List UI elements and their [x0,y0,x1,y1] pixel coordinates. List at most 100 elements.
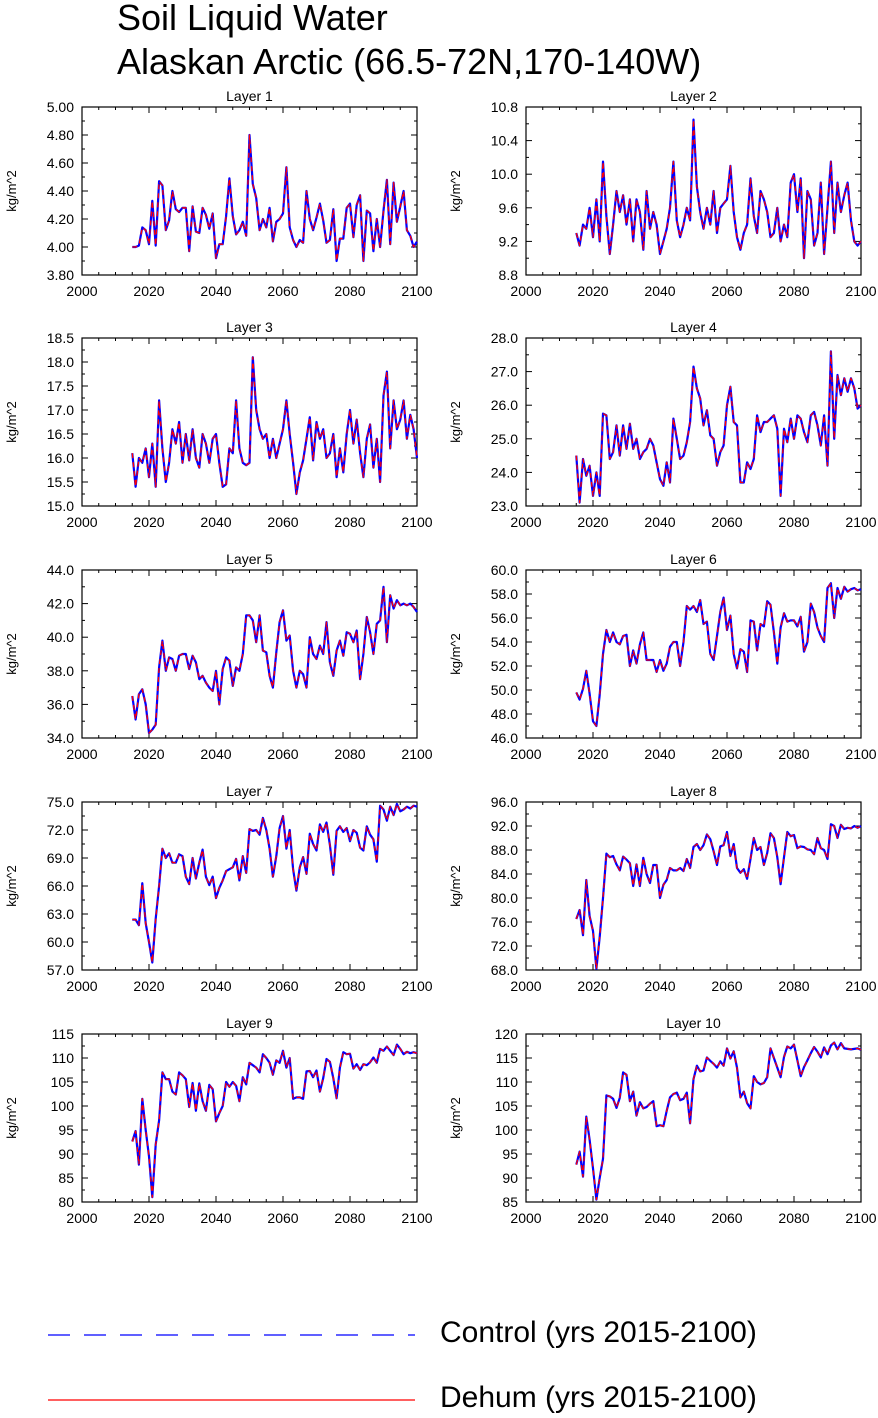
y-tick-label: 58.0 [491,586,518,602]
x-tick-label: 2040 [200,1210,231,1226]
x-tick-label: 2000 [510,514,541,530]
y-tick-label: 90 [58,1146,74,1162]
x-tick-label: 2060 [267,978,298,994]
x-tick-label: 2020 [577,283,608,299]
x-tick-label: 2060 [711,746,742,762]
y-tick-label: 54.0 [491,634,518,650]
y-tick-label: 40.0 [47,629,74,645]
y-tick-label: 16.0 [47,450,74,466]
x-tick-label: 2100 [845,283,876,299]
chart-title: Layer 6 [670,551,717,567]
series-control-line [132,133,418,263]
plot-frame [525,569,862,739]
y-tick-label: 95 [502,1146,518,1162]
x-tick-label: 2040 [200,514,231,530]
x-tick-label: 2040 [644,746,675,762]
plot-frame [81,1033,418,1203]
chart-title-line-1: Soil Liquid Water [117,0,388,38]
x-tick-label: 2060 [267,514,298,530]
x-tick-label: 2080 [778,514,809,530]
y-axis-label: kg/m^2 [448,170,463,212]
series-dehum-line [575,118,862,259]
y-axis-label: kg/m^2 [448,1097,463,1139]
x-tick-label: 2060 [711,978,742,994]
series-dehum-line [575,350,862,504]
y-tick-label: 50.0 [491,682,518,698]
y-axis-label: kg/m^2 [448,633,463,675]
series-control-line [575,823,862,970]
y-tick-label: 18.5 [47,330,74,346]
y-axis-label: kg/m^2 [448,401,463,443]
y-tick-label: 57.0 [47,962,74,978]
x-tick-label: 2020 [133,514,164,530]
chart-layer-7: Layer 7 kg/m^2 57.0 60.0 63.0 66.0 69.0 72.0 75.… [4,783,433,994]
x-tick-label: 2000 [66,1210,97,1226]
y-axis-label: kg/m^2 [4,401,19,443]
chart-title: Layer 7 [226,783,273,799]
y-tick-label: 52.0 [491,658,518,674]
chart-title: Layer 9 [226,1015,273,1031]
chart-layer-4: Layer 4 kg/m^2 23.0 24.0 25.0 26.0 27.0 28.0 200… [448,319,877,530]
x-tick-label: 2080 [778,1210,809,1226]
x-tick-label: 2060 [267,283,298,299]
x-tick-label: 2080 [778,746,809,762]
plot-frame [81,106,418,276]
x-tick-label: 2040 [644,283,675,299]
y-tick-label: 60.0 [491,562,518,578]
y-tick-label: 8.8 [499,267,519,283]
chart-layer-10: Layer 10 kg/m^2 85 90 95 100 105 110 115 120 2000 2… [448,1015,877,1226]
y-tick-label: 9.6 [499,200,519,216]
series-dehum-line [575,582,862,727]
x-tick-label: 2020 [133,746,164,762]
y-tick-label: 23.0 [491,498,518,514]
y-tick-label: 4.20 [47,211,74,227]
chart-layer-2: Layer 2 kg/m^2 8.8 9.2 9.6 10.0 10.4 10.8 2000 20… [448,88,877,299]
y-axis-label: kg/m^2 [4,633,19,675]
series-dehum-line [131,356,418,495]
y-tick-label: 72.0 [47,822,74,838]
x-tick-label: 2100 [401,514,432,530]
x-tick-label: 2000 [66,514,97,530]
y-tick-label: 10.8 [491,99,518,115]
x-tick-label: 2020 [577,1210,608,1226]
y-tick-label: 17.5 [47,378,74,394]
x-tick-label: 2000 [510,978,541,994]
y-tick-label: 80.0 [491,890,518,906]
legend-control-label: Control (yrs 2015-2100) [440,1316,757,1349]
x-tick-label: 2000 [66,283,97,299]
y-tick-label: 85 [502,1194,518,1210]
x-tick-label: 2060 [267,1210,298,1226]
y-tick-label: 38.0 [47,663,74,679]
y-tick-label: 60.0 [47,934,74,950]
y-tick-label: 46.0 [491,730,518,746]
x-tick-label: 2040 [644,1210,675,1226]
y-tick-label: 80 [58,1194,74,1210]
y-tick-label: 76.0 [491,914,518,930]
y-axis-label: kg/m^2 [4,865,19,907]
x-tick-label: 2080 [778,978,809,994]
y-tick-label: 10.4 [491,133,518,149]
y-tick-label: 17.0 [47,402,74,418]
plot-frame [81,569,418,739]
y-tick-label: 56.0 [491,610,518,626]
y-tick-label: 110 [52,1050,75,1066]
chart-layer-9: Layer 9 kg/m^2 80 85 90 95 100 105 110 115 2000 202… [4,1015,433,1226]
series-control-line [575,118,862,260]
chart-title: Layer 2 [670,88,717,104]
series-control-line [131,585,418,735]
x-tick-label: 2040 [200,283,231,299]
plot-frame [81,337,418,507]
y-tick-label: 4.00 [47,239,74,255]
y-tick-label: 95 [58,1122,74,1138]
y-tick-label: 100 [495,1122,519,1138]
series-dehum-line [575,1041,862,1201]
x-tick-label: 2000 [510,283,541,299]
x-tick-label: 2080 [334,1210,365,1226]
y-tick-label: 16.5 [47,426,74,442]
y-tick-label: 4.80 [47,127,74,143]
x-tick-label: 2040 [644,978,675,994]
plot-frame [525,801,862,971]
y-tick-label: 69.0 [47,850,74,866]
chart-layer-1: Layer 1 kg/m^2 3.80 4.00 4.20 4.40 4.60 4.80 5.0… [4,88,433,299]
